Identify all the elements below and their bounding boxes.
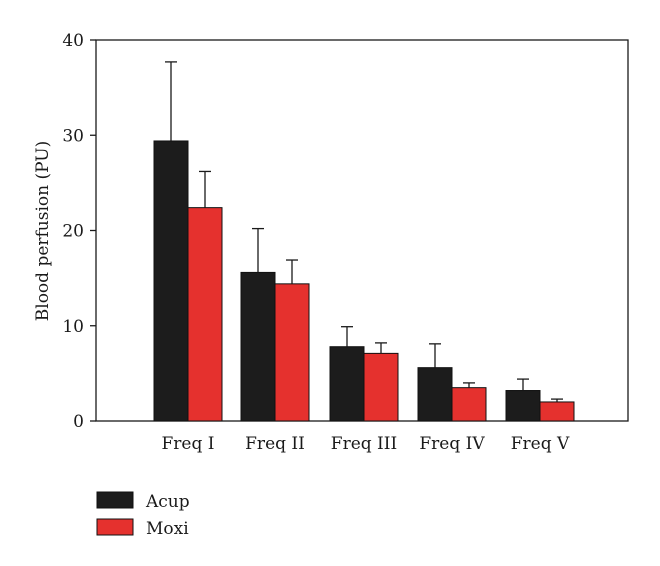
legend-label-moxi: Moxi	[146, 519, 189, 539]
y-tick-label: 20	[62, 222, 84, 242]
legend: Acup Moxi	[96, 491, 190, 539]
x-tick-label: Freq V	[511, 434, 570, 454]
y-axis-title: Blood perfusion (PU)	[33, 141, 53, 321]
x-axis: Freq I Freq II Freq III Freq IV Freq V	[162, 434, 570, 454]
bar-acup-2	[240, 271, 276, 422]
y-tick-label: 10	[62, 317, 84, 337]
bar-moxi-2	[274, 283, 310, 422]
x-tick-label: Freq I	[162, 434, 215, 454]
bars-layer	[153, 61, 575, 422]
y-tick-label: 30	[62, 126, 84, 146]
bar-moxi-5	[539, 401, 575, 422]
x-tick-label: Freq II	[245, 434, 305, 454]
bar-acup-1	[153, 140, 189, 422]
y-tick-label: 40	[62, 31, 84, 51]
x-tick-label: Freq IV	[419, 434, 485, 454]
bar-moxi-4	[451, 387, 487, 422]
legend-swatch-moxi	[96, 518, 134, 536]
legend-label-acup: Acup	[145, 492, 190, 512]
bar-acup-4	[417, 367, 453, 422]
y-tick-label: 0	[73, 412, 84, 432]
x-tick-label: Freq III	[331, 434, 397, 454]
bar-acup-3	[329, 346, 365, 422]
legend-swatch-acup	[96, 491, 134, 509]
y-axis: 0 10 20 30 40	[62, 31, 96, 432]
bar-acup-5	[505, 390, 541, 422]
bar-moxi-3	[363, 352, 399, 422]
bar-moxi-1	[187, 207, 223, 422]
